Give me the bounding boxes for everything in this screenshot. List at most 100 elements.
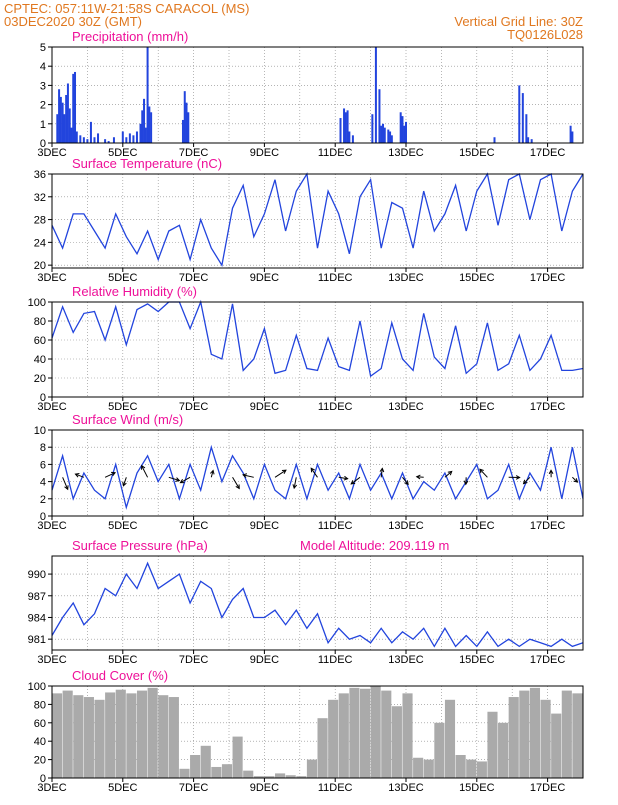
y-tick-label: 40	[34, 736, 46, 748]
cloud-cover-bar	[126, 693, 136, 778]
cloud-cover-bar	[413, 758, 423, 778]
cloud-cover-bar	[349, 688, 359, 778]
y-tick-label: 100	[28, 297, 46, 309]
cloud-cover-bar	[551, 714, 561, 778]
precipitation-bar	[522, 93, 524, 143]
precipitation-bar	[143, 99, 145, 143]
precipitation-bar	[352, 135, 354, 143]
cloud-cover-bar	[498, 723, 508, 778]
x-tick-label: 3DEC	[37, 272, 66, 284]
precipitation-bar	[136, 131, 138, 143]
y-tick-label: 987	[28, 591, 46, 603]
x-tick-label: 11DEC	[318, 147, 353, 159]
precipitation-bar	[371, 114, 373, 143]
precipitation-bar	[518, 85, 520, 143]
y-tick-label: 2	[40, 494, 46, 506]
precipitation-bar	[125, 137, 127, 143]
x-tick-label: 11DEC	[318, 654, 353, 666]
cloud-cover-bar	[137, 691, 147, 778]
y-tick-label: 4	[40, 477, 46, 489]
precipitation-bar	[570, 126, 572, 143]
precipitation-bar	[86, 139, 88, 143]
temperature-line	[52, 174, 583, 265]
y-tick-label: 981	[28, 634, 46, 646]
precipitation-frame	[52, 47, 583, 143]
x-tick-label: 7DEC	[179, 272, 208, 284]
cloud-cover-bar	[339, 693, 349, 778]
wind-frame	[52, 430, 583, 516]
cloud-cover-bar	[63, 691, 73, 778]
x-tick-label: 17DEC	[530, 272, 566, 284]
y-tick-label: 2	[40, 100, 46, 112]
x-tick-label: 15DEC	[459, 654, 495, 666]
x-tick-label: 9DEC	[250, 401, 279, 413]
precipitation-bar	[76, 131, 78, 143]
y-tick-label: 8	[40, 442, 46, 454]
y-tick-label: 60	[34, 718, 46, 730]
precipitation-bar	[104, 139, 106, 143]
cloud-cover-bar	[116, 690, 126, 778]
cloud-cover-bar	[424, 760, 434, 778]
precipitation-bar	[132, 135, 134, 143]
x-tick-label: 3DEC	[37, 401, 66, 413]
x-tick-label: 13DEC	[388, 401, 424, 413]
x-tick-label: 3DEC	[37, 654, 66, 666]
x-tick-label: 17DEC	[530, 782, 566, 794]
precipitation-bar	[129, 133, 131, 143]
x-tick-label: 13DEC	[388, 272, 424, 284]
y-tick-label: 28	[34, 215, 46, 227]
precipitation-bar	[378, 89, 380, 143]
x-tick-label: 3DEC	[37, 147, 66, 159]
y-tick-label: 60	[34, 335, 46, 347]
precipitation-bar	[387, 130, 389, 143]
precipitation-bar	[147, 47, 149, 143]
x-tick-label: 3DEC	[37, 520, 66, 532]
cloud-cover-bar	[572, 693, 582, 778]
y-tick-label: 100	[28, 681, 46, 693]
cloud-cover-bar	[519, 691, 529, 778]
x-tick-label: 9DEC	[250, 147, 279, 159]
cloud-cover-bar	[328, 700, 338, 778]
precipitation-bar	[70, 128, 72, 143]
precipitation-bar	[74, 72, 76, 143]
x-tick-label: 5DEC	[108, 520, 137, 532]
y-tick-label: 984	[28, 612, 46, 624]
x-tick-label: 7DEC	[179, 401, 208, 413]
x-tick-label: 5DEC	[108, 272, 137, 284]
precipitation-bar	[60, 97, 62, 143]
cloud-cover-bar	[84, 697, 94, 778]
x-tick-label: 5DEC	[108, 782, 137, 794]
x-tick-label: 13DEC	[388, 520, 424, 532]
cloud-cover-bar	[105, 692, 115, 778]
x-tick-label: 13DEC	[388, 782, 424, 794]
precipitation-bar	[391, 135, 393, 143]
wind-title: Surface Wind (m/s)	[72, 412, 183, 427]
precipitation-bar	[340, 118, 342, 143]
y-tick-label: 10	[34, 425, 46, 437]
x-tick-label: 7DEC	[179, 782, 208, 794]
pressure-line	[52, 563, 583, 646]
temperature-title: Surface Temperature (nC)	[72, 156, 222, 171]
x-tick-label: 9DEC	[250, 654, 279, 666]
cloud-cover-bar	[487, 712, 497, 778]
y-tick-label: 80	[34, 316, 46, 328]
cloud-cover-bar	[94, 700, 104, 778]
y-tick-label: 3	[40, 80, 46, 92]
precipitation-bar	[56, 114, 58, 143]
y-tick-label: 1	[40, 119, 46, 131]
y-tick-label: 5	[40, 42, 46, 54]
cloud-cover-bar	[445, 700, 455, 778]
cloud-cover-bar	[211, 767, 221, 778]
precipitation-bar	[525, 114, 527, 143]
x-tick-label: 7DEC	[179, 654, 208, 666]
pressure-subtitle: Model Altitude: 209.119 m	[300, 538, 449, 553]
cloud-cover-bar	[179, 769, 189, 778]
y-tick-label: 20	[34, 373, 46, 385]
x-tick-label: 7DEC	[179, 520, 208, 532]
precipitation-bar	[375, 47, 377, 143]
y-tick-label: 40	[34, 354, 46, 366]
